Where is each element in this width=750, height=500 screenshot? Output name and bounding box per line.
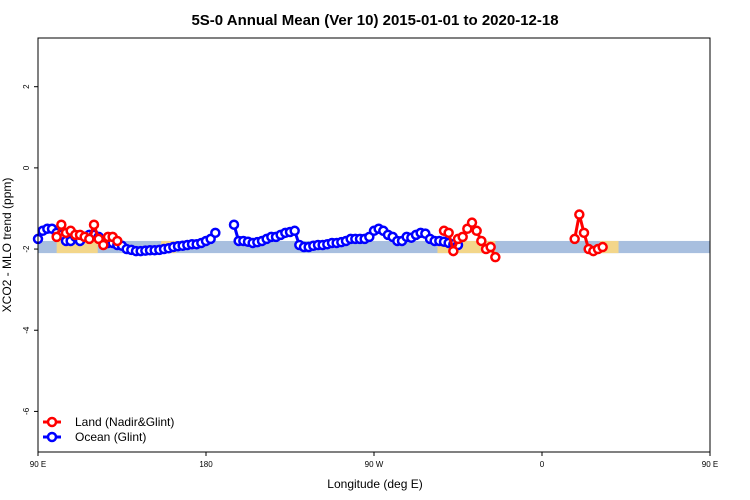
legend: Land (Nadir&Glint) Ocean (Glint): [43, 415, 174, 444]
chart-title: 5S-0 Annual Mean (Ver 10) 2015-01-01 to …: [191, 12, 558, 29]
legend-land-marker: [46, 416, 58, 428]
land-point: [471, 225, 482, 237]
land-point: [578, 227, 590, 239]
ocean-point: [289, 225, 300, 237]
land-point: [448, 245, 459, 257]
land-point: [443, 227, 454, 239]
y-tick-label: -4: [22, 326, 31, 334]
legend-ocean-marker: [46, 431, 58, 443]
y-tick-label: 0: [22, 165, 31, 170]
land-point: [112, 235, 123, 247]
series-layer: [32, 209, 608, 263]
land-point: [88, 219, 100, 230]
y-tick-label: -2: [22, 245, 31, 253]
x-tick-label: 90 E: [30, 460, 46, 469]
plot-frame: [37, 37, 711, 453]
x-tick-label: 180: [199, 460, 213, 469]
x-tick-label: 0: [540, 460, 545, 469]
y-tick-label: -6: [22, 407, 31, 415]
ocean-point: [210, 227, 221, 239]
y-tick-label: 2: [22, 84, 31, 89]
axis-ticks: 90 E 180 90 W 0 90 E 2 0 -2 -4 -6: [22, 84, 718, 469]
legend-ocean-label: Ocean (Glint): [75, 430, 146, 444]
y-axis-label: XCO2 - MLO trend (ppm): [0, 178, 14, 313]
land-point: [51, 231, 62, 243]
land-point: [597, 241, 608, 253]
land-point: [56, 219, 67, 230]
land-point: [476, 235, 487, 247]
land-point: [84, 233, 95, 245]
x-tick-label: 90 W: [365, 460, 384, 469]
land-point: [466, 217, 478, 228]
x-tick-label: 90 E: [702, 460, 718, 469]
legend-land-label: Land (Nadir&Glint): [75, 415, 174, 429]
ocean-point: [228, 219, 240, 230]
land-point: [485, 241, 496, 253]
land-point: [490, 251, 501, 263]
land-point: [98, 239, 109, 251]
x-axis-label: Longitude (deg E): [327, 477, 422, 491]
land-point: [569, 233, 580, 245]
land-point: [457, 231, 468, 243]
land-point: [574, 209, 585, 220]
